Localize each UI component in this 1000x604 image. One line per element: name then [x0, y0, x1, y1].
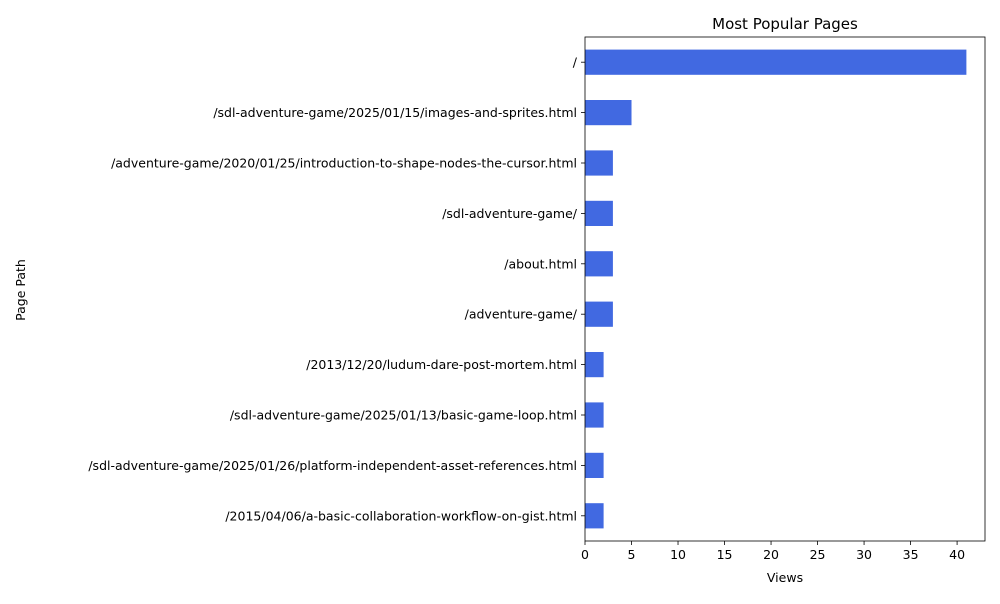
bar — [585, 200, 613, 226]
y-tick-label: /about.html — [504, 256, 577, 271]
y-tick-label: / — [573, 55, 578, 70]
bar — [585, 49, 967, 75]
y-ticks-layer: / /sdl-adventure-game/2025/01/15/images-a… — [88, 55, 585, 523]
bar — [585, 503, 604, 529]
y-tick-label: /adventure-game/ — [465, 307, 578, 322]
bar — [585, 251, 613, 277]
y-tick-label: /adventure-game/2020/01/25/introduction-… — [111, 156, 577, 171]
bar — [585, 352, 604, 378]
chart-title: Most Popular Pages — [712, 15, 858, 33]
x-tick-label: 30 — [856, 547, 872, 562]
plot-border — [584, 36, 986, 542]
bar — [585, 452, 604, 478]
y-tick-label: /sdl-adventure-game/ — [442, 206, 578, 221]
bar — [585, 150, 613, 176]
x-tick-label: 15 — [717, 547, 733, 562]
x-tick-label: 40 — [949, 547, 965, 562]
x-tick-label: 0 — [581, 547, 589, 562]
y-tick-label: /2013/12/20/ludum-dare-post-mortem.html — [306, 357, 577, 372]
x-tick-label: 35 — [903, 547, 919, 562]
x-tick-label: 20 — [763, 547, 779, 562]
plot-frame — [584, 36, 986, 542]
y-tick-label: /sdl-adventure-game/2025/01/26/platform-… — [88, 458, 577, 473]
x-tick-label: 5 — [628, 547, 636, 562]
y-axis-label: Page Path — [13, 259, 28, 321]
x-axis-label: Views — [767, 570, 803, 585]
bars-layer — [585, 49, 967, 529]
bar — [585, 301, 613, 327]
x-ticks-layer: 0 5 10 15 20 25 30 35 40 — [581, 541, 965, 562]
bar — [585, 100, 632, 126]
bar — [585, 402, 604, 428]
y-tick-label: /2015/04/06/a-basic-collaboration-workfl… — [225, 508, 577, 523]
y-tick-label: /sdl-adventure-game/2025/01/13/basic-gam… — [230, 408, 577, 423]
x-tick-label: 25 — [810, 547, 826, 562]
y-tick-label: /sdl-adventure-game/2025/01/15/images-an… — [213, 105, 577, 120]
x-tick-label: 10 — [670, 547, 686, 562]
